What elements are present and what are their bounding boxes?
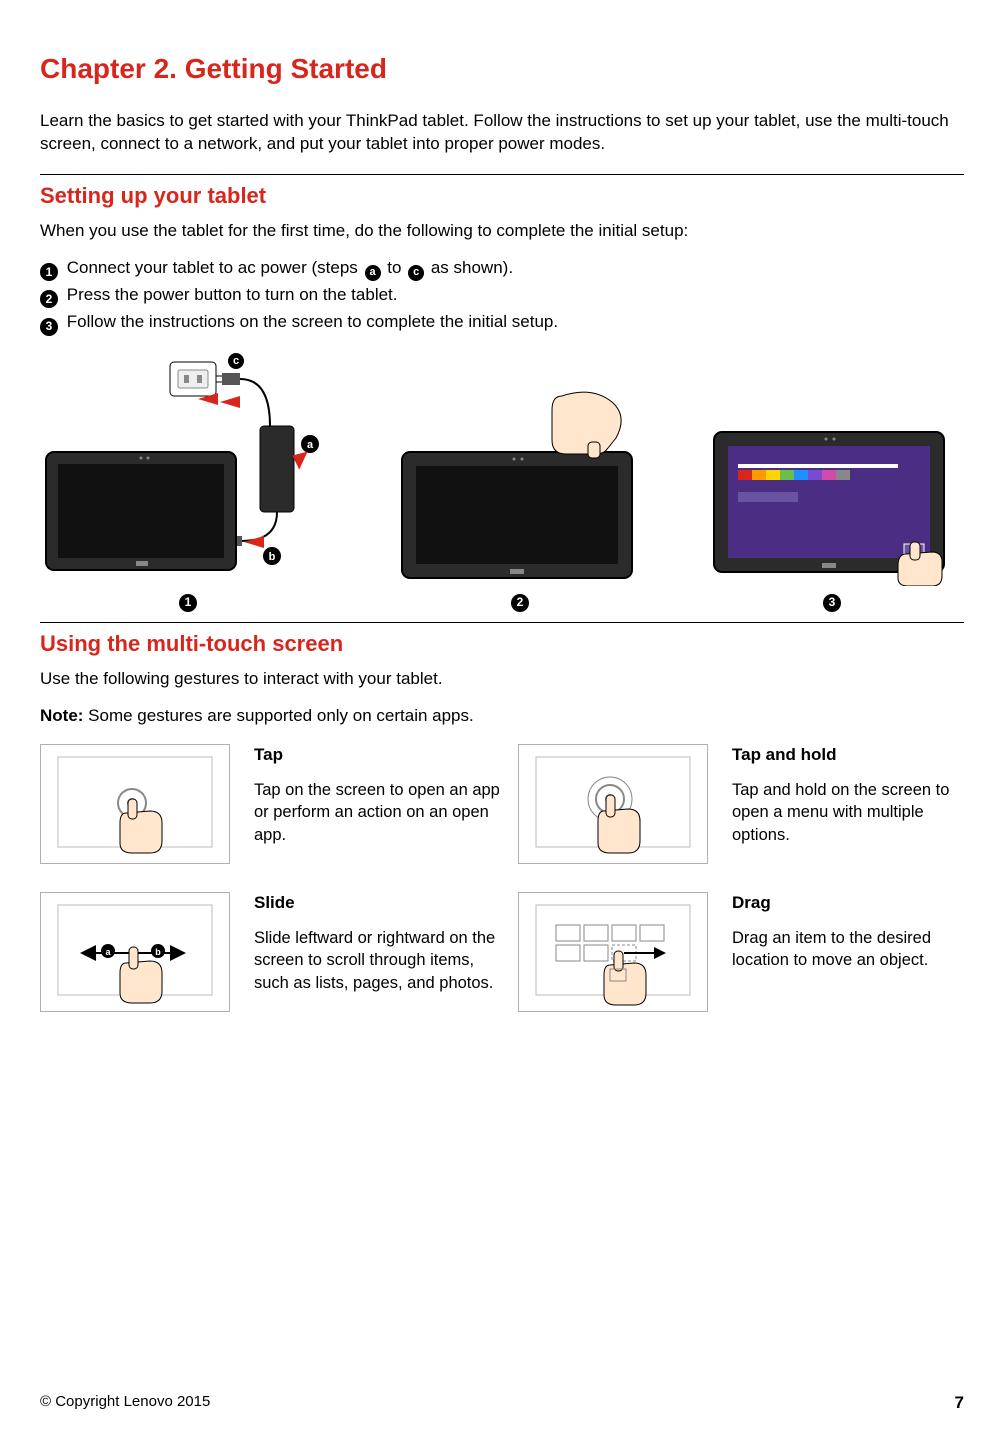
gesture-tap-text: Tap Tap on the screen to open an app or …	[254, 744, 504, 864]
figure-2: 2	[392, 386, 652, 612]
figure-1-label: 1	[179, 594, 197, 612]
step-3: 3 Follow the instructions on the screen …	[40, 311, 964, 335]
step-1-text-b: to	[383, 258, 407, 277]
svg-text:a: a	[307, 439, 314, 451]
gesture-drag-desc: Drag an item to the desired location to …	[732, 927, 982, 972]
svg-text:b: b	[155, 947, 161, 957]
figure-2-label: 2	[511, 594, 529, 612]
label-c: c	[228, 346, 244, 369]
gesture-drag-icon	[518, 892, 708, 1012]
gesture-taphold-text: Tap and hold Tap and hold on the screen …	[732, 744, 982, 864]
figure-3: 3	[704, 386, 964, 612]
bullet-1-icon: 1	[40, 263, 58, 281]
gesture-grid: Tap Tap on the screen to open an app or …	[40, 744, 964, 1012]
divider-2	[40, 622, 964, 623]
section-touch-title: Using the multi-touch screen	[40, 629, 964, 659]
gesture-slide-text: Slide Slide leftward or rightward on the…	[254, 892, 504, 1012]
setup-figure-row: a b c 1 2	[40, 356, 964, 612]
gesture-slide-desc: Slide leftward or rightward on the scree…	[254, 927, 504, 994]
setup-steps: 1 Connect your tablet to ac power (steps…	[40, 257, 964, 335]
page-footer: © Copyright Lenovo 2015 7	[40, 1392, 964, 1415]
gesture-drag-title: Drag	[732, 892, 982, 915]
figure-2-svg	[392, 386, 652, 586]
bullet-a-icon: a	[365, 265, 381, 281]
gesture-drag-text: Drag Drag an item to the desired locatio…	[732, 892, 982, 1012]
gesture-tap-desc: Tap on the screen to open an app or perf…	[254, 779, 504, 846]
chapter-intro: Learn the basics to get started with you…	[40, 110, 964, 156]
step-1-text-a: Connect your tablet to ac power (steps	[67, 258, 363, 277]
gesture-taphold-desc: Tap and hold on the screen to open a men…	[732, 779, 982, 846]
figure-3-label: 3	[823, 594, 841, 612]
step-2: 2 Press the power button to turn on the …	[40, 284, 964, 308]
bullet-2-icon: 2	[40, 290, 58, 308]
gesture-taphold-icon	[518, 744, 708, 864]
copyright: © Copyright Lenovo 2015	[40, 1392, 210, 1415]
gesture-slide-icon: a b	[40, 892, 230, 1012]
section-setup-title: Setting up your tablet	[40, 181, 964, 211]
bullet-c-icon: c	[408, 265, 424, 281]
section-touch-lead: Use the following gestures to interact w…	[40, 668, 964, 691]
note-text: Some gestures are supported only on cert…	[83, 706, 473, 725]
bullet-3-icon: 3	[40, 318, 58, 336]
chapter-title: Chapter 2. Getting Started	[40, 50, 964, 88]
divider	[40, 174, 964, 175]
step-3-text: Follow the instructions on the screen to…	[67, 312, 558, 331]
svg-text:b: b	[269, 551, 276, 563]
gesture-tap-title: Tap	[254, 744, 504, 767]
gesture-taphold-title: Tap and hold	[732, 744, 982, 767]
gesture-tap-icon	[40, 744, 230, 864]
step-1-text-c: as shown).	[426, 258, 513, 277]
note-label: Note:	[40, 706, 83, 725]
section-setup-lead: When you use the tablet for the first ti…	[40, 220, 964, 243]
step-1: 1 Connect your tablet to ac power (steps…	[40, 257, 964, 281]
note: Note: Some gestures are supported only o…	[40, 705, 964, 728]
gesture-slide-title: Slide	[254, 892, 504, 915]
step-2-text: Press the power button to turn on the ta…	[67, 285, 398, 304]
figure-1-svg: a b	[40, 356, 340, 586]
figure-3-svg	[704, 386, 964, 586]
figure-1: a b c 1	[40, 356, 340, 612]
page-number: 7	[955, 1392, 964, 1415]
